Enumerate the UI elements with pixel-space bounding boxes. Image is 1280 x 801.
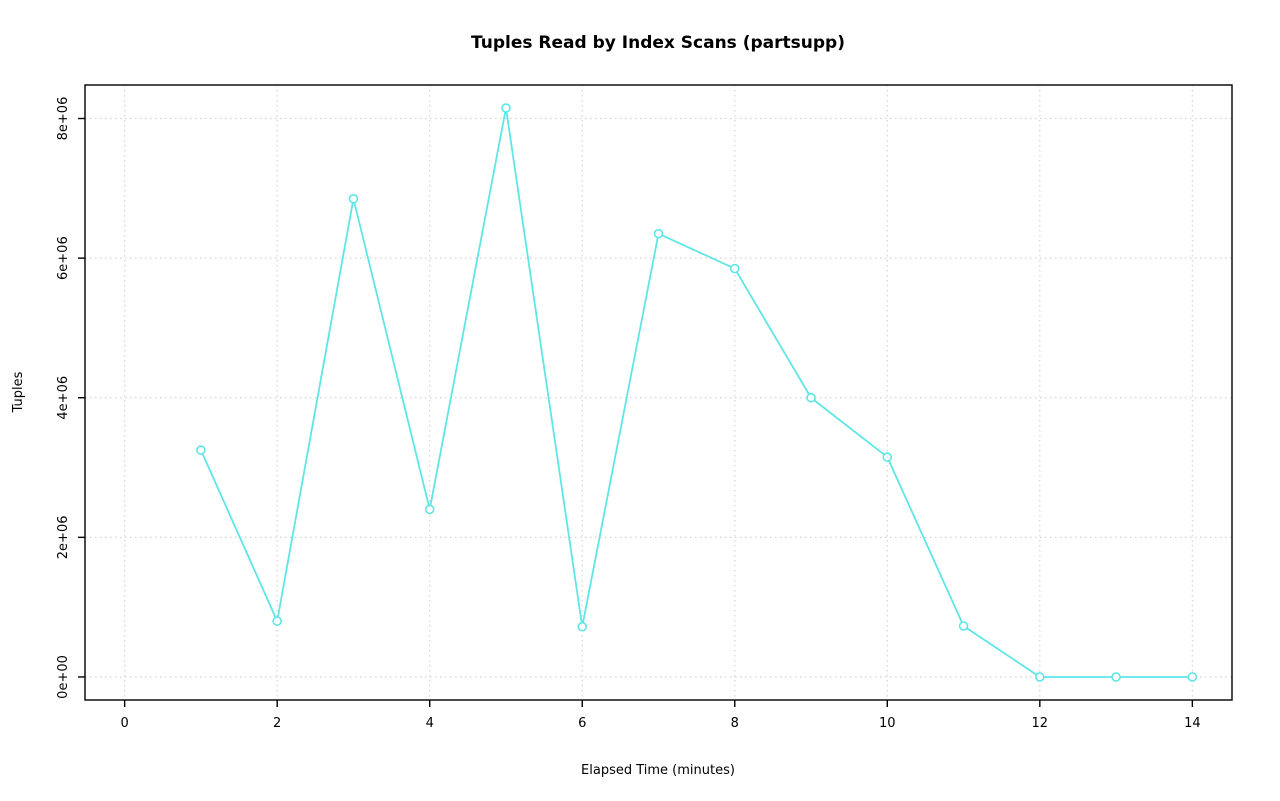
chart-title: Tuples Read by Index Scans (partsupp) <box>471 33 845 53</box>
data-point <box>1187 672 1198 682</box>
data-point <box>348 193 359 204</box>
data-point <box>577 621 588 632</box>
x-tick-label: 14 <box>1184 716 1201 731</box>
data-point <box>729 263 740 274</box>
data-point <box>272 616 282 626</box>
data-point <box>501 103 511 113</box>
x-tick-label: 6 <box>578 716 586 731</box>
x-tick-label: 8 <box>731 716 739 731</box>
x-tick-label: 12 <box>1032 716 1049 731</box>
x-tick-label: 10 <box>879 716 896 731</box>
y-tick-label: 4e+06 <box>56 376 71 420</box>
data-line <box>200 107 1194 678</box>
data-point <box>806 392 816 403</box>
plot-area: 0 2 4 6 8 10 12 14 0e+00 2e+06 4e+06 6e+06 8e+06 <box>56 84 1233 731</box>
x-axis-label: Elapsed Time (minutes) <box>581 763 735 778</box>
y-axis-label: Tuples <box>11 371 26 413</box>
data-point <box>196 445 206 455</box>
y-tick-label: 6e+06 <box>56 236 71 280</box>
data-point <box>1035 672 1045 682</box>
y-tick-label: 8e+06 <box>56 97 71 141</box>
x-tick-label: 2 <box>273 716 281 731</box>
data-point <box>882 452 893 462</box>
data-point <box>1111 672 1121 682</box>
data-point <box>958 621 969 631</box>
data-point <box>424 504 435 515</box>
plot-border <box>84 84 1233 701</box>
x-tick-label: 4 <box>426 716 434 731</box>
y-tick-label: 0e+00 <box>56 655 71 699</box>
y-tick-label: 2e+06 <box>56 515 71 559</box>
x-tick-label: 0 <box>121 716 129 731</box>
data-point <box>653 228 664 239</box>
